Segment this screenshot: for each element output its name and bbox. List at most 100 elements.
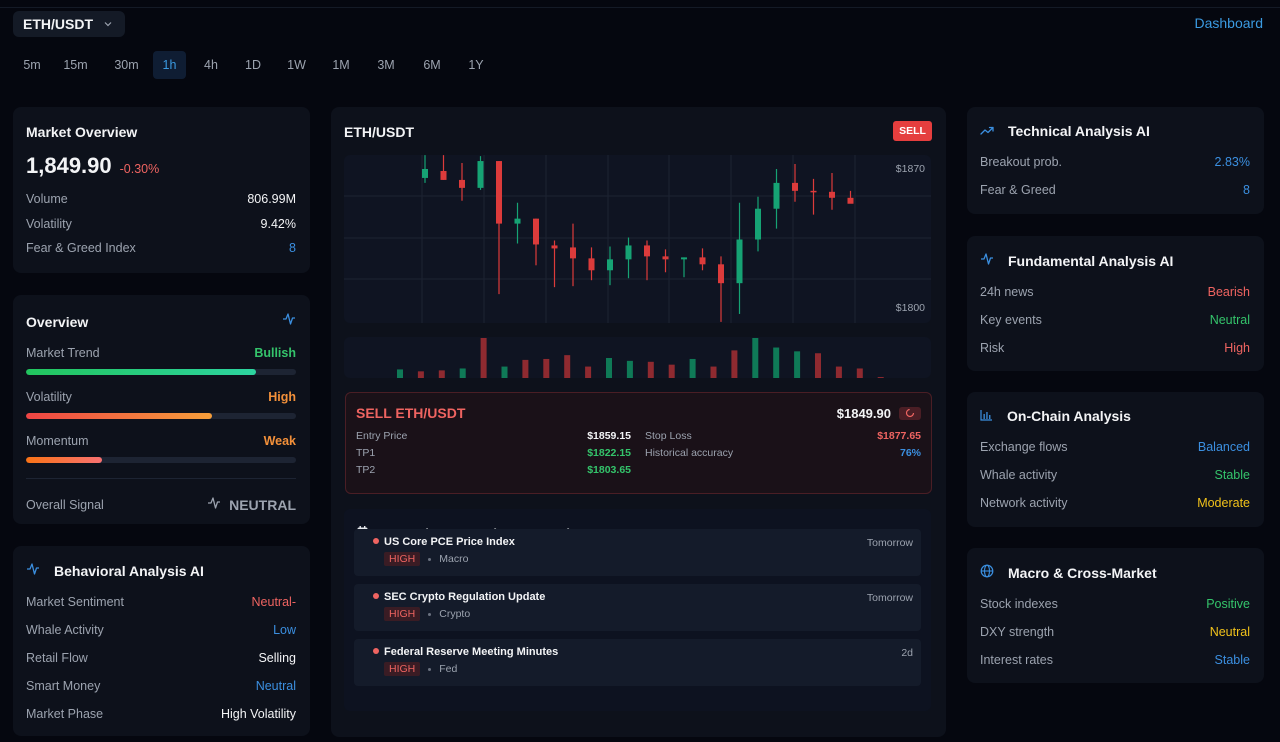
historical-accuracy-row: Historical accuracy 76% <box>645 444 921 461</box>
overall-signal-label: Overall Signal <box>26 497 104 512</box>
timeframe-6m[interactable]: 6M <box>423 58 441 72</box>
volatility-bar <box>26 413 296 419</box>
row-label: Key events <box>980 313 1042 327</box>
fundamental-title: Fundamental Analysis AI <box>1008 252 1174 269</box>
timeframe-1m[interactable]: 1M <box>332 58 350 72</box>
row-value: Neutral- <box>251 595 296 609</box>
row-label: Market Sentiment <box>26 595 124 609</box>
timeframe-5m[interactable]: 5m <box>23 58 41 72</box>
row-label: Fear & Greed <box>980 183 1056 197</box>
row-value: $1877.65 <box>877 429 921 442</box>
row-label: TP1 <box>356 446 376 459</box>
technical-title: Technical Analysis AI <box>1008 123 1150 139</box>
row-value: Positive <box>1206 597 1250 611</box>
entry-price-row: Entry Price $1859.15 <box>356 427 631 444</box>
dashboard-link[interactable]: Dashboard <box>1194 15 1264 31</box>
technical-analysis-card: Technical Analysis AI Breakout prob. 2.8… <box>967 107 1264 214</box>
row-value: High <box>1224 341 1250 355</box>
pair-selector[interactable]: ETH/USDT <box>13 11 125 37</box>
volume-plot <box>397 338 884 378</box>
overview-title: Overview <box>26 313 89 330</box>
upcoming-events-panel: Upcoming Events (Next 3 Days) US Core PC… <box>344 509 931 711</box>
market-trend-label: Market Trend <box>26 346 100 360</box>
timeframe-1h[interactable]: 1h <box>153 51 186 79</box>
row-value: Neutral <box>255 679 296 693</box>
retail-flow-row: Retail Flow Selling <box>26 644 296 672</box>
volume-label: Volume <box>26 192 68 207</box>
overall-signal-row: Overall Signal NEUTRAL <box>26 496 296 513</box>
timeframe-4h[interactable]: 4h <box>204 58 218 72</box>
separator-dot <box>428 557 432 561</box>
row-value: Balanced <box>1197 440 1250 454</box>
volatility-metric: Volatility High <box>26 389 296 419</box>
candlestick-chart[interactable]: $1870 $1800 <box>344 155 931 323</box>
row-value: Stable <box>1214 653 1250 667</box>
market-trend-bar <box>26 369 296 375</box>
row-label: Retail Flow <box>26 651 88 665</box>
market-trend-value: Bullish <box>254 346 296 360</box>
stop-loss-row: Stop Loss $1877.65 <box>645 427 921 444</box>
bar-chart-icon <box>980 408 1000 424</box>
event-item[interactable]: Federal Reserve Meeting Minutes 2d HIGH … <box>354 639 921 686</box>
row-label: Market Phase <box>26 707 104 721</box>
severity-dot-icon <box>373 648 379 654</box>
momentum-bar <box>26 457 296 463</box>
event-category: Macro <box>439 553 469 565</box>
event-item[interactable]: SEC Crypto Regulation Update Tomorrow HI… <box>354 584 921 631</box>
severity-badge: HIGH <box>384 552 421 566</box>
timeframe-30m[interactable]: 30m <box>114 58 139 72</box>
row-value: Bearish <box>1207 285 1250 299</box>
row-value: Moderate <box>1197 496 1250 510</box>
pair-label: ETH/USDT <box>23 16 93 32</box>
separator-dot <box>428 667 432 671</box>
row-label: DXY strength <box>980 625 1055 639</box>
row-label: Whale activity <box>980 468 1058 482</box>
activity-icon <box>207 496 229 513</box>
exchange-flows-row: Exchange flows Balanced <box>980 433 1250 461</box>
market-overview-title: Market Overview <box>26 124 138 140</box>
macro-title: Macro & Cross-Market <box>1008 564 1157 581</box>
news-row: 24h news Bearish <box>980 278 1250 306</box>
dxy-strength-row: DXY strength Neutral <box>980 618 1250 646</box>
chart-title: ETH/USDT <box>344 124 414 140</box>
event-name: Federal Reserve Meeting Minutes <box>384 646 559 658</box>
market-overview-card: Market Overview 1,849.90 -0.30% Volume 8… <box>13 107 310 273</box>
top-divider <box>0 7 1280 8</box>
volatility-bar-fill <box>26 413 213 419</box>
activity-icon <box>282 312 296 331</box>
current-price: 1,849.90 <box>26 153 112 178</box>
market-sentiment-row: Market Sentiment Neutral- <box>26 588 296 616</box>
row-value: High Volatility <box>220 707 296 721</box>
row-value: 2.83% <box>1214 155 1250 169</box>
behavioral-analysis-card: Behavioral Analysis AI Market Sentiment … <box>13 546 310 736</box>
timeframe-1d[interactable]: 1D <box>245 58 261 72</box>
fear-greed-label: Fear & Greed Index <box>26 241 136 256</box>
event-category: Fed <box>439 663 458 675</box>
network-activity-row: Network activity Moderate <box>980 489 1250 517</box>
row-label: Risk <box>980 341 1005 355</box>
timeframe-1y[interactable]: 1Y <box>468 58 484 72</box>
axis-label-top: $1870 <box>895 163 925 175</box>
volume-value: 806.99M <box>247 192 296 207</box>
trade-signal-box: SELL ETH/USDT $1849.90 Entry Price $1859… <box>345 392 932 494</box>
candlestick-plot <box>344 155 931 323</box>
fear-greed-row: Fear & Greed 8 <box>980 176 1250 204</box>
globe-icon <box>980 564 1001 581</box>
row-label: Historical accuracy <box>645 446 734 459</box>
severity-badge: HIGH <box>384 662 421 676</box>
row-label: Interest rates <box>980 653 1053 667</box>
whale-activity-row: Whale Activity Low <box>26 616 296 644</box>
interest-rates-row: Interest rates Stable <box>980 646 1250 674</box>
momentum-bar-fill <box>26 457 102 463</box>
timeframe-15m[interactable]: 15m <box>63 58 88 72</box>
volatility-row: Volatility 9.42% <box>26 212 296 237</box>
timeframe-1w[interactable]: 1W <box>287 58 306 72</box>
momentum-value: Weak <box>263 434 296 448</box>
volatility-metric-label: Volatility <box>26 390 72 404</box>
timeframe-3m[interactable]: 3M <box>377 58 395 72</box>
row-label: Stop Loss <box>645 429 692 442</box>
event-item[interactable]: US Core PCE Price Index Tomorrow HIGH Ma… <box>354 529 921 576</box>
overall-signal-value: NEUTRAL <box>229 496 296 513</box>
onchain-analysis-card: On-Chain Analysis Exchange flows Balance… <box>967 392 1264 527</box>
market-trend-metric: Market Trend Bullish <box>26 345 296 375</box>
